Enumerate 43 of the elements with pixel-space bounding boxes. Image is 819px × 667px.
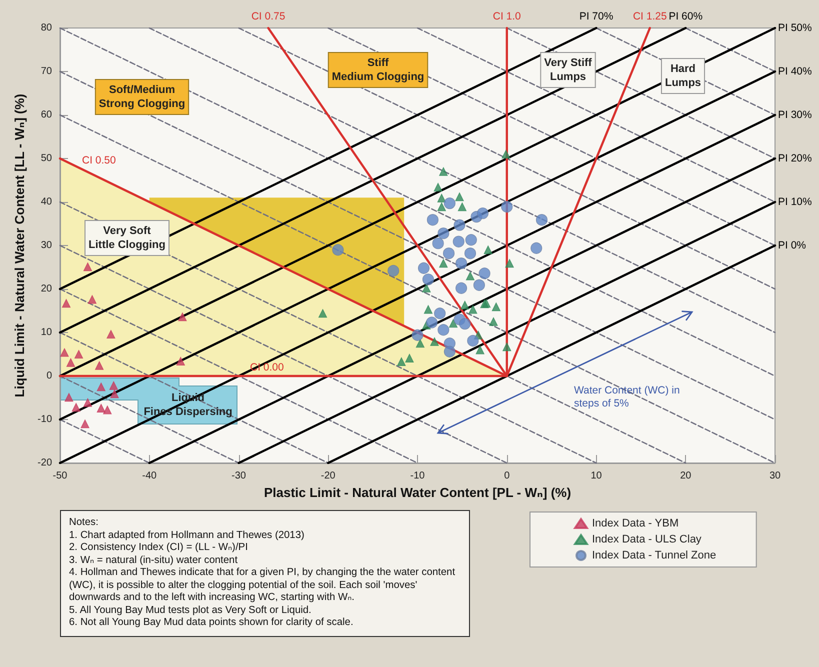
series-label: PI 70% bbox=[579, 10, 614, 22]
series-label: CI 0.50 bbox=[82, 154, 116, 167]
y-tick-label: 50 bbox=[40, 153, 52, 164]
y-tick-label: 30 bbox=[40, 240, 52, 251]
series-label: PI 40% bbox=[778, 66, 812, 78]
legend-label: Index Data - ULS Clay bbox=[592, 534, 702, 546]
y-tick-label: -20 bbox=[38, 458, 52, 468]
x-tick-label: -40 bbox=[142, 470, 158, 482]
legend-label: Index Data - YBM bbox=[592, 518, 679, 530]
y-tick-label: 10 bbox=[40, 327, 52, 338]
x-tick-label: -20 bbox=[320, 470, 336, 482]
series-label: PI 50% bbox=[778, 22, 812, 34]
annotation: Very Soft Little Clogging bbox=[88, 225, 166, 251]
notes-box: Notes: 1. Chart adapted from Hollmann and Thewes (2013) 2. Consistency Index (CI) = (LL - Wₙ)/PI 3. Wₙ = natural (in-situ) water content 4. Hollman and Thewes indicate that for a given PI, by changing the the water content (WC), it is possible to alter the clogging potential of the soil. Each soil 'moves' downwards and to the left with increasing WC, starting with Wₙ. 5. All Young Bay Mud tests plot as Very Soft or Liquid. 6. Not all Young Bay Mud data points shown for clarity of scale. bbox=[60, 510, 470, 636]
x-tick-label: -30 bbox=[232, 470, 246, 482]
series-label: CI 1.0 bbox=[492, 10, 522, 22]
legend-label: Index Data - Tunnel Zone bbox=[592, 550, 716, 562]
series-label: PI 30% bbox=[778, 109, 812, 121]
y-tick-label: 20 bbox=[40, 284, 52, 294]
y-tick-label: 60 bbox=[40, 110, 52, 120]
y-tick-label: 70 bbox=[40, 66, 52, 77]
annotation: Soft/Medium Strong Clogging bbox=[98, 84, 186, 110]
annotation: Very Stiff Lumps bbox=[544, 57, 592, 83]
y-tick-label: 40 bbox=[40, 196, 52, 208]
series-label: PI 0% bbox=[778, 240, 806, 252]
x-tick-label: -10 bbox=[410, 470, 426, 482]
x-tick-label: 20 bbox=[680, 470, 692, 482]
series-label: PI 10% bbox=[778, 196, 812, 208]
y-tick-label: -10 bbox=[38, 414, 52, 425]
x-tick-label: -50 bbox=[52, 470, 68, 482]
series-label: CI 0.75 bbox=[251, 10, 286, 22]
series-label: PI 20% bbox=[778, 152, 812, 164]
y-tick-label: 80 bbox=[40, 22, 52, 34]
series-label: CI 1.25 bbox=[632, 10, 667, 22]
annotation: Stiff Medium Clogging bbox=[332, 57, 424, 83]
y-tick-label: 0 bbox=[46, 370, 52, 382]
x-axis-title: Plastic Limit - Natural Water Content [PL - Wₙ] (%) bbox=[264, 484, 572, 500]
x-tick-label: 30 bbox=[769, 470, 781, 482]
annotation: Hard Lumps bbox=[664, 63, 702, 89]
x-tick-label: 10 bbox=[590, 470, 602, 482]
x-tick-label: 0 bbox=[504, 470, 510, 482]
series-label: PI 60% bbox=[668, 10, 703, 22]
y-axis-title: Liquid Limit - Natural Water Content [LL - Wₙ] (%) bbox=[12, 94, 27, 398]
